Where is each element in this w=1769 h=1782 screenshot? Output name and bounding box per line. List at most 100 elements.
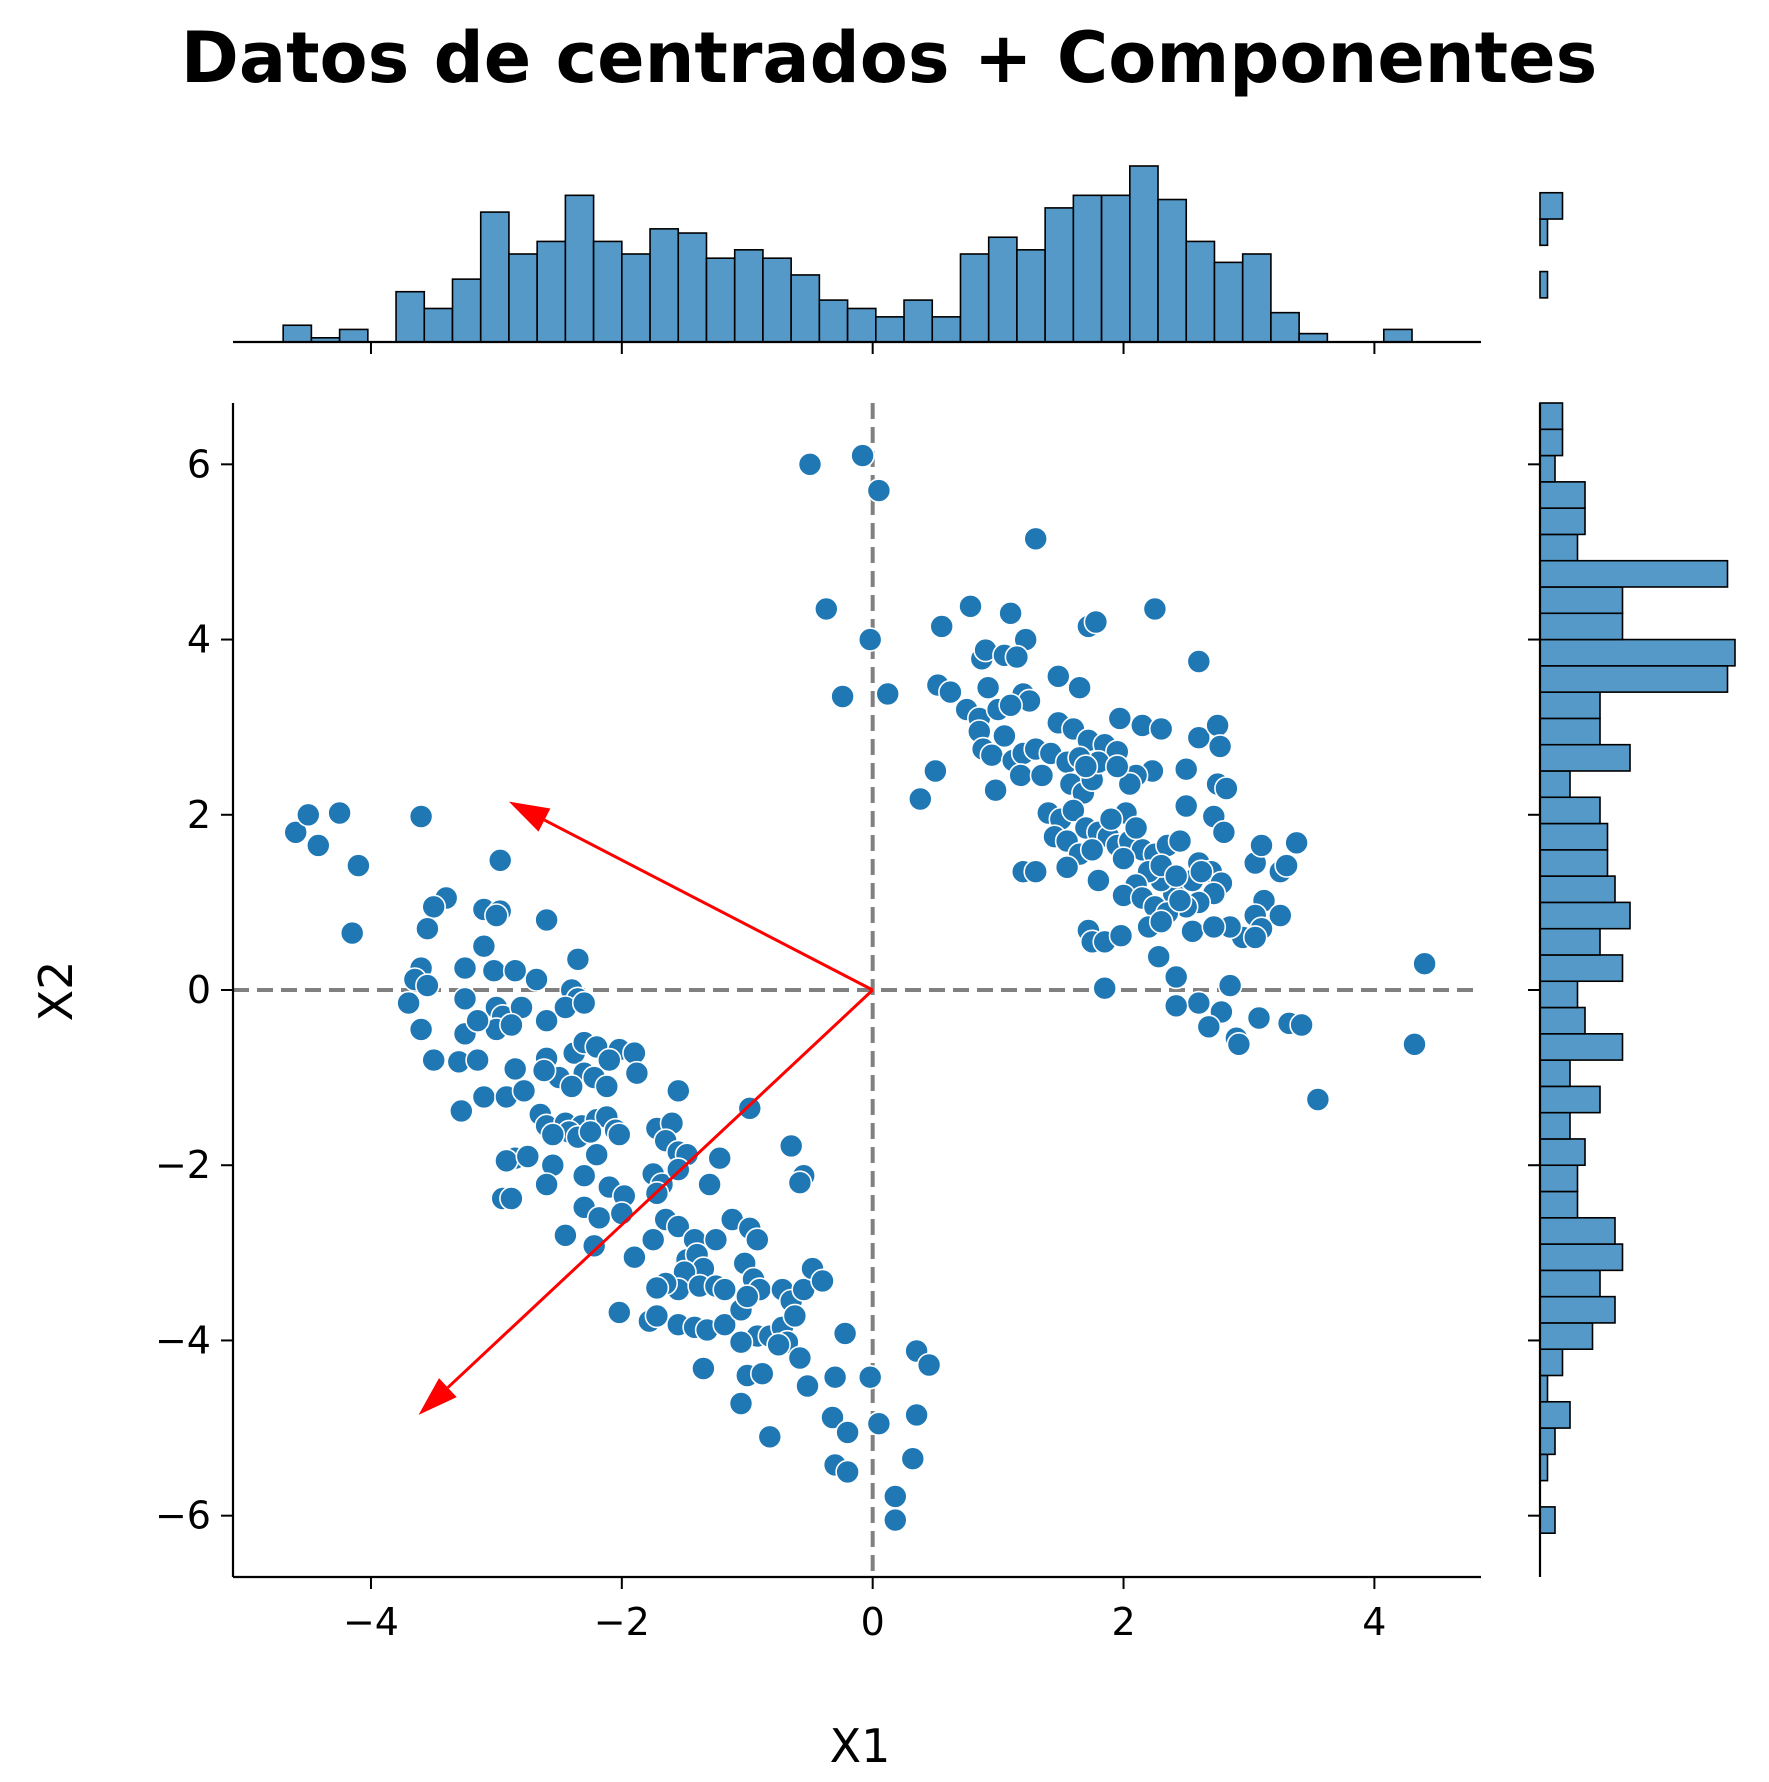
y-marginal-histogram	[1528, 191, 1736, 1577]
x-histogram-bar	[536, 240, 567, 343]
scatter-point	[1023, 859, 1048, 885]
scatter-point	[1083, 609, 1109, 635]
scatter-point	[866, 478, 892, 503]
scatter-point	[857, 627, 883, 652]
scatter-point	[295, 802, 321, 828]
x-tick-label: 4	[1362, 1600, 1386, 1644]
scatter-point	[1105, 754, 1130, 779]
scatter-point	[835, 1459, 860, 1485]
scatter-point	[1289, 1012, 1314, 1038]
scatter-point	[787, 1345, 813, 1371]
y-histogram-bar	[1539, 980, 1579, 1009]
scatter-point	[502, 1056, 528, 1082]
scatter-point	[958, 593, 983, 619]
x-histogram-bar	[621, 253, 651, 343]
scatter-point	[737, 1096, 763, 1121]
scatter-point	[875, 681, 901, 707]
scatter-point	[1249, 833, 1274, 858]
x-histogram-bar	[592, 240, 623, 343]
scatter-point	[396, 990, 421, 1016]
y-histogram-bar	[1539, 1427, 1556, 1456]
scatter-point	[1246, 1005, 1272, 1031]
y-histogram-bar	[1539, 770, 1571, 799]
x-histogram-bar	[987, 236, 1018, 343]
y-histogram-bar	[1539, 1164, 1579, 1193]
scatter-point	[578, 1119, 603, 1145]
x-histogram-bar	[451, 278, 482, 343]
x-histogram-bar	[479, 211, 510, 343]
scatter-point	[534, 1172, 559, 1197]
scatter-point	[305, 833, 331, 858]
scatter-point	[1226, 1032, 1252, 1057]
scatter-point	[1274, 853, 1299, 878]
scatter-point	[502, 958, 528, 984]
scatter-point	[830, 684, 855, 709]
y-histogram-bar	[1539, 191, 1564, 220]
scatter-point	[581, 1233, 607, 1259]
x-histogram-bar	[1241, 253, 1272, 343]
scatter-point	[415, 973, 440, 998]
y-histogram-bar	[1539, 559, 1729, 588]
scatter-point	[1214, 776, 1239, 801]
scatter-point	[1186, 990, 1212, 1016]
y-axis-ticks: −6 −4 −2 0 2 4 6	[155, 442, 233, 1538]
scatter-point	[744, 1227, 770, 1252]
scatter-point	[408, 804, 434, 829]
scatter-point	[515, 1144, 541, 1169]
y-histogram-bar	[1539, 612, 1624, 641]
y-histogram-bar	[1539, 665, 1729, 693]
x-histogram-bar	[1129, 165, 1159, 343]
scatter-point	[766, 1332, 791, 1358]
scatter-point	[465, 1047, 490, 1073]
y-histogram-bar	[1539, 1374, 1549, 1403]
x-histogram-bar	[1016, 249, 1046, 343]
y-histogram-bar	[1539, 402, 1564, 431]
x-histogram-bar	[762, 257, 792, 343]
y-histogram-bar	[1539, 717, 1601, 746]
x-histogram-bar	[790, 274, 821, 343]
scatter-point	[1412, 951, 1437, 977]
scatter-point	[1186, 725, 1212, 751]
y-histogram-bar	[1539, 796, 1601, 825]
scatter-point	[571, 990, 597, 1016]
scatter-point	[499, 1012, 524, 1038]
y-histogram-bar	[1539, 1506, 1556, 1534]
scatter-point	[1073, 754, 1099, 779]
scatter-point	[850, 443, 875, 468]
component-arrow-head-2	[418, 1378, 457, 1415]
scatter-point	[1046, 663, 1071, 689]
scatter-point	[1148, 909, 1174, 935]
scatter-point	[559, 1074, 585, 1099]
y-histogram-bar	[1539, 849, 1609, 877]
scatter-point	[448, 1098, 474, 1124]
scatter-point	[904, 1402, 929, 1428]
scatter-point	[565, 946, 591, 972]
y-histogram-bar	[1539, 927, 1601, 956]
x-marginal-histogram	[233, 165, 1481, 354]
scatter-point	[1205, 713, 1230, 738]
scatter-point	[408, 1017, 434, 1042]
scatter-point	[534, 907, 559, 933]
y-histogram-bar	[1539, 218, 1549, 247]
scatter-point	[1067, 675, 1092, 701]
scatter-point	[1061, 798, 1086, 823]
scatter-point	[452, 986, 478, 1012]
scatter-point	[822, 1364, 848, 1390]
x-histogram-bar	[1298, 332, 1329, 343]
y-tick-label: −2	[155, 1143, 211, 1187]
scatter-point	[1402, 1032, 1427, 1057]
y-tick-label: 0	[187, 968, 211, 1012]
scatter-point	[531, 1058, 557, 1083]
scatter-point	[1207, 734, 1233, 759]
scatter-point	[421, 1047, 447, 1073]
x-axis-label: X1	[830, 1719, 891, 1773]
scatter-point	[283, 819, 309, 845]
scatter-point	[707, 1145, 733, 1171]
scatter-point	[757, 1424, 783, 1450]
x-histogram-bar	[1072, 194, 1103, 343]
component-arrow-2	[446, 988, 874, 1389]
y-histogram-bar	[1539, 1348, 1564, 1377]
scatter-point	[622, 1244, 647, 1270]
scatter-point	[916, 1352, 942, 1378]
